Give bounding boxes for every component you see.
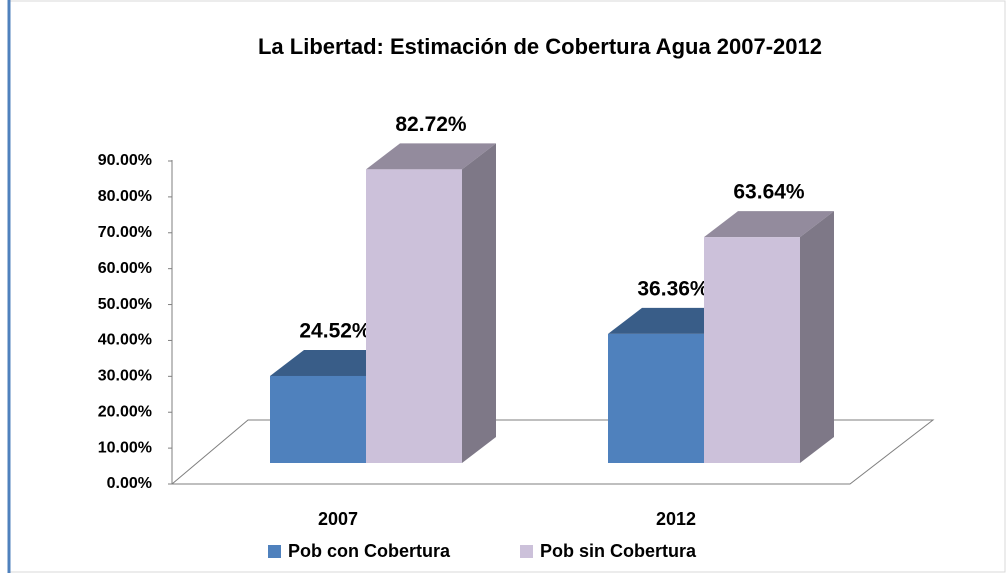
y-tick-label: 70.00% [98, 224, 152, 241]
data-label: 63.64% [733, 181, 805, 204]
y-tick-label: 60.00% [98, 260, 152, 277]
y-tick-label: 0.00% [107, 475, 152, 492]
bar [704, 237, 800, 463]
y-tick-label: 50.00% [98, 296, 152, 313]
x-tick-label: 2012 [656, 509, 696, 529]
bar [366, 169, 462, 463]
chart-title: La Libertad: Estimación de Cobertura Agu… [258, 34, 822, 59]
data-label: 82.72% [395, 113, 467, 136]
legend-label: Pob sin Cobertura [540, 541, 697, 561]
frame [8, 0, 1006, 573]
bar-top [704, 211, 834, 238]
data-label: 24.52% [299, 320, 371, 343]
bar-side [800, 211, 834, 463]
legend-swatch [268, 545, 281, 558]
bar [608, 333, 704, 463]
y-tick-label: 30.00% [98, 368, 152, 385]
legend-label: Pob con Cobertura [288, 541, 451, 561]
bar-top [366, 143, 496, 170]
y-tick-label: 20.00% [98, 403, 152, 420]
y-tick-label: 10.00% [98, 439, 152, 456]
data-label: 36.36% [637, 277, 709, 300]
floor [170, 419, 935, 485]
y-tick-label: 90.00% [98, 152, 152, 169]
y-tick-label: 80.00% [98, 188, 152, 205]
x-tick-label: 2007 [318, 509, 358, 529]
legend-swatch [520, 545, 533, 558]
bar [270, 375, 366, 463]
bar-side [462, 143, 496, 463]
y-tick-label: 40.00% [98, 332, 152, 349]
